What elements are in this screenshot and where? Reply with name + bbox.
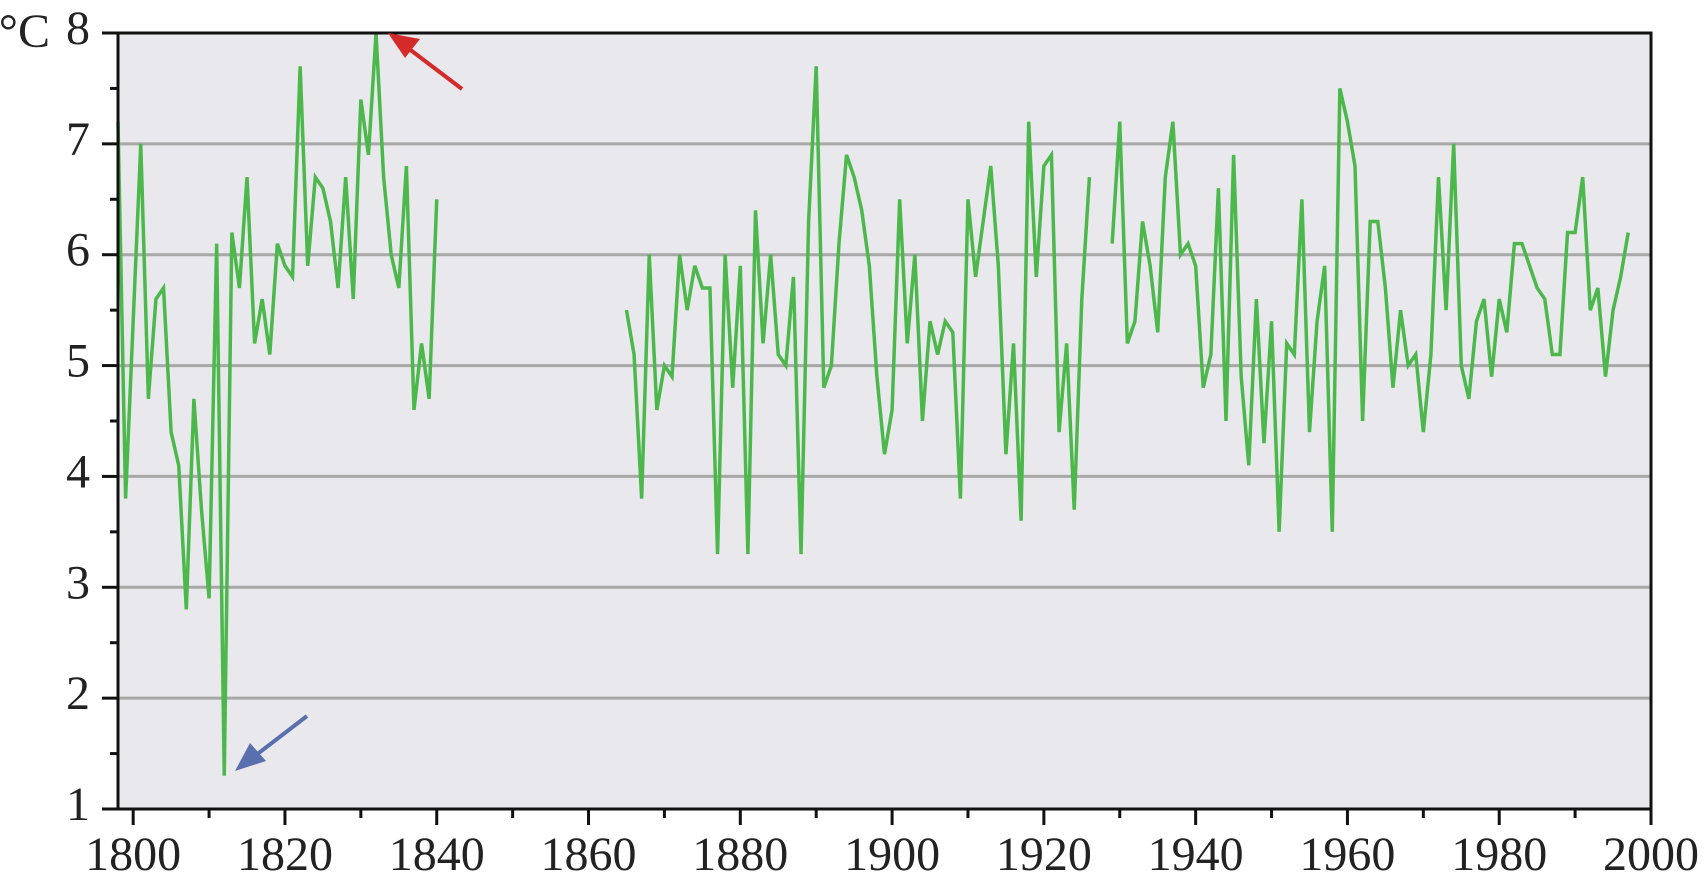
y-axis-label: °C xyxy=(0,5,50,58)
x-tick-label: 1940 xyxy=(1148,828,1244,881)
y-tick-label: 5 xyxy=(66,335,90,388)
x-tick-label: 1820 xyxy=(237,828,333,881)
y-tick-label: 7 xyxy=(66,113,90,166)
x-tick-label: 1960 xyxy=(1299,828,1395,881)
y-tick-label: 2 xyxy=(66,667,90,720)
y-tick-label: 1 xyxy=(66,778,90,831)
x-tick-label: 1880 xyxy=(692,828,788,881)
x-tick-label: 1860 xyxy=(541,828,637,881)
axes: 1 2 3 4 5 6 7 8 1800 1820 1840 1860 1880 1900 1920 1940… xyxy=(66,2,1699,881)
y-tick-label: 8 xyxy=(66,2,90,55)
x-tick-label: 1840 xyxy=(389,828,485,881)
x-tick-label: 1800 xyxy=(85,828,181,881)
max-arrow xyxy=(388,33,464,91)
y-tick-label: 4 xyxy=(66,445,90,498)
x-tick-label: 1920 xyxy=(996,828,1092,881)
min-arrow xyxy=(235,714,309,771)
x-tick-label: 2000 xyxy=(1603,828,1699,881)
x-tick-label: 1980 xyxy=(1451,828,1547,881)
plot-area xyxy=(118,33,1651,809)
series xyxy=(116,32,1630,776)
y-tick-label: 6 xyxy=(66,224,90,277)
x-tick-label: 1900 xyxy=(844,828,940,881)
y-tick-label: 3 xyxy=(66,556,90,609)
data-line xyxy=(116,32,1630,776)
